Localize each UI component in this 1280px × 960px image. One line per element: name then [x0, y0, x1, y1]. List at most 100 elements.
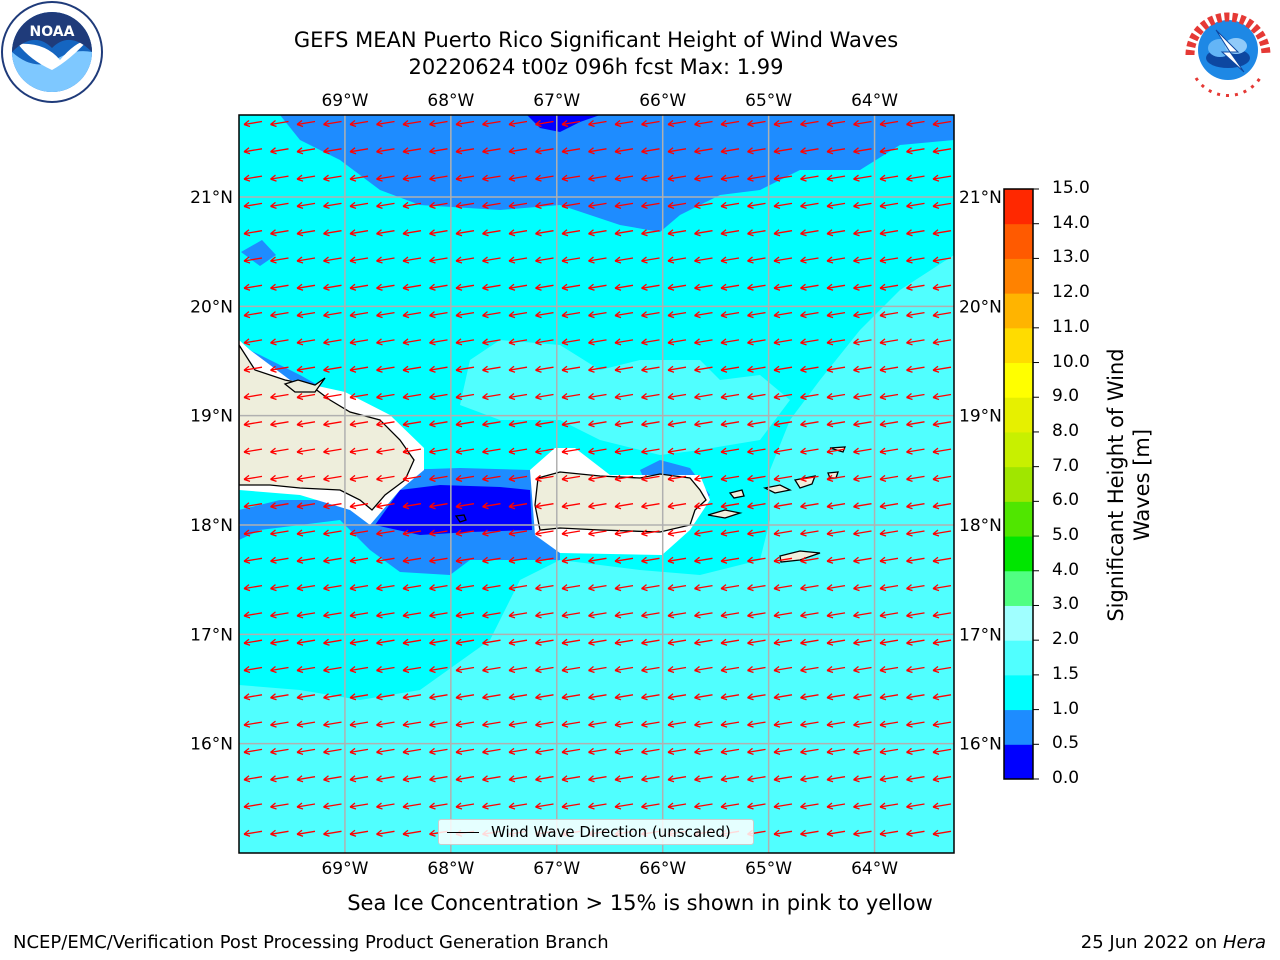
wind-wave-arrow [455, 392, 475, 401]
wind-wave-arrow [879, 529, 899, 537]
wind-wave-arrow [641, 693, 660, 701]
wind-wave-arrow [455, 420, 475, 428]
wind-wave-arrow [906, 529, 925, 537]
wind-wave-arrow [694, 338, 713, 346]
wind-wave-arrow [402, 693, 422, 701]
wind-wave-arrow [349, 611, 369, 619]
wind-wave-arrow [376, 502, 395, 510]
colorbar-tick-label: 4.0 [1052, 559, 1080, 580]
colorbar-segment [1004, 570, 1033, 606]
wind-wave-arrow [720, 802, 740, 810]
wind-wave-arrow [826, 256, 846, 264]
wind-wave-arrow [455, 638, 475, 646]
wind-wave-arrow [588, 365, 607, 373]
lon-label-top: 66°W [639, 91, 686, 111]
colorbar-tick-label: 0.5 [1052, 733, 1080, 754]
colorbar-tick-label: 9.0 [1052, 386, 1080, 407]
wind-wave-arrow [720, 720, 740, 728]
lat-label-left: 18°N [190, 516, 233, 536]
wind-wave-arrow [932, 584, 952, 592]
wind-wave-arrow [614, 556, 634, 564]
wind-wave-arrow [906, 474, 925, 483]
wind-wave-arrow [455, 447, 475, 455]
colorbar-title-line1: Significant Height of Wind [1104, 348, 1128, 622]
wind-wave-arrow [243, 365, 263, 373]
wind-wave-arrow [747, 119, 766, 128]
wind-wave-arrow [694, 720, 713, 728]
wind-wave-arrow [455, 611, 475, 619]
wind-wave-arrow [482, 775, 501, 783]
colorbar-tick-label: 0.0 [1052, 768, 1080, 788]
wind-wave-arrow [773, 638, 793, 646]
wind-wave-arrow [535, 338, 554, 346]
wind-wave-arrow [853, 529, 872, 537]
wind-wave-arrow [614, 392, 634, 401]
wind-wave-arrow [853, 229, 872, 237]
wind-wave-arrow [773, 775, 793, 783]
wave-field-1p5-southeast [239, 255, 954, 853]
wind-wave-arrow [667, 474, 687, 483]
wind-wave-arrow [667, 392, 687, 401]
wind-wave-arrow [323, 502, 342, 510]
noaa-logo: NOAA [0, 0, 104, 104]
wind-wave-arrow [800, 338, 819, 346]
wind-wave-arrow [561, 775, 581, 783]
wind-wave-arrow [429, 311, 448, 319]
wind-wave-arrow [402, 420, 422, 428]
wind-wave-arrow [773, 502, 793, 510]
wind-wave-arrow [720, 338, 740, 346]
wind-wave-arrow [826, 529, 846, 537]
colorbar-tick-label: 13.0 [1052, 247, 1090, 268]
wind-wave-arrow [826, 392, 846, 401]
wind-wave-arrow [561, 611, 581, 619]
wind-wave-arrow [826, 829, 846, 837]
wind-wave-arrow [349, 829, 369, 837]
wind-wave-arrow [879, 174, 899, 182]
wind-wave-arrow [826, 229, 846, 237]
wind-wave-arrow [535, 775, 554, 783]
wind-wave-arrow [747, 802, 766, 810]
wind-wave-arrow [932, 502, 952, 510]
wind-wave-arrow [879, 556, 899, 564]
wind-wave-arrow [826, 802, 846, 810]
wind-wave-arrow [826, 338, 846, 346]
wind-wave-arrow [349, 693, 369, 701]
wind-wave-arrow [561, 311, 581, 319]
wind-wave-arrow [376, 611, 395, 619]
wind-wave-arrow [588, 174, 607, 182]
wind-wave-arrow [482, 283, 501, 291]
wind-wave-arrow [402, 747, 422, 756]
wind-wave-arrow [535, 529, 554, 537]
wind-wave-arrow [270, 665, 289, 674]
wind-wave-arrow [508, 420, 528, 428]
wind-wave-arrow [349, 229, 369, 237]
wind-wave-direction-arrows [243, 119, 952, 837]
wind-wave-arrow [853, 693, 872, 701]
wind-wave-arrow [296, 474, 316, 483]
wind-wave-arrow [773, 229, 793, 237]
wind-wave-arrow [349, 747, 369, 756]
wind-wave-arrow [376, 447, 395, 455]
wind-wave-arrow [349, 283, 369, 291]
wind-wave-arrow [243, 720, 263, 728]
colorbar-segment [1004, 744, 1033, 780]
wind-wave-arrow [482, 174, 501, 182]
wind-wave-arrow [243, 311, 263, 319]
wind-wave-arrow [402, 502, 422, 510]
wind-wave-arrow [826, 365, 846, 373]
wind-wave-arrow [561, 201, 581, 210]
wind-wave-arrow [800, 201, 819, 210]
wind-wave-arrow [747, 584, 766, 592]
wind-wave-arrow [455, 502, 475, 510]
wind-wave-arrow [667, 638, 687, 646]
wind-wave-arrow [243, 802, 263, 810]
wind-wave-arrow [906, 256, 925, 264]
wind-wave-arrow [720, 747, 740, 756]
wind-wave-arrow [853, 611, 872, 619]
wind-wave-arrow [323, 693, 342, 701]
wind-wave-arrow [747, 665, 766, 674]
wind-wave-arrow [376, 802, 395, 810]
wind-wave-arrow [296, 338, 316, 346]
wind-wave-arrow [270, 638, 289, 646]
wind-wave-arrow [879, 229, 899, 237]
